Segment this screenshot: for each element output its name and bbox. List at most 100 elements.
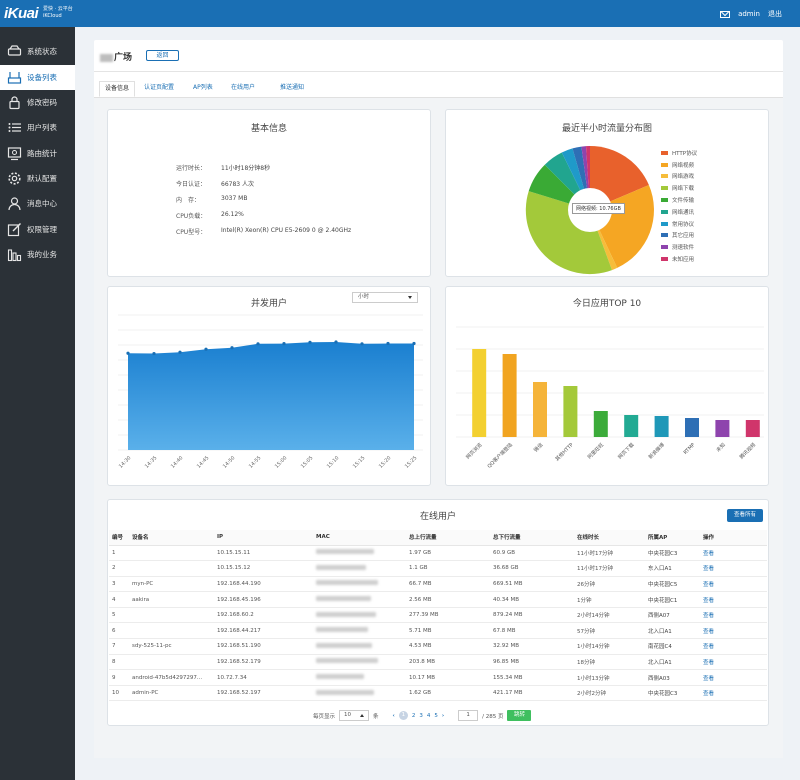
data-point[interactable]	[126, 351, 130, 355]
sidebar-item-label: 消息中心	[27, 199, 57, 208]
sidebar-item-monitor[interactable]: 路由统计	[0, 141, 75, 166]
data-point[interactable]	[204, 347, 208, 351]
cell-mac	[313, 638, 406, 655]
sidebar-item-gear[interactable]: 默认配置	[0, 166, 75, 191]
tab-online-users[interactable]: 在线用户	[231, 84, 256, 91]
router-status-icon	[6, 44, 22, 60]
sidebar-item-list[interactable]: 用户列表	[0, 115, 75, 140]
legend-item[interactable]: 网络游戏	[661, 171, 697, 183]
view-link[interactable]: 查看	[700, 622, 767, 640]
col-down: 总下行流量	[490, 530, 574, 546]
data-point[interactable]	[412, 341, 416, 346]
bar[interactable]	[654, 416, 669, 437]
table-row: 10 admin-PC 192.168.52.197 1.62 GB 421.17 MB…	[109, 685, 767, 702]
legend-label: HTTP协议	[672, 150, 698, 157]
bar[interactable]	[715, 420, 730, 437]
cell-mac	[313, 591, 406, 608]
traffic-legend: HTTP协议网络视频 网络游戏 网络下载 文件传输 网络通讯 常用协议 其它应用 测速软件未知…	[661, 147, 697, 265]
tab-auth-page-config[interactable]: 认证页配置	[144, 84, 175, 91]
tab-device-info[interactable]: 设备信息	[99, 81, 136, 97]
view-link[interactable]: 查看	[700, 638, 767, 655]
data-point[interactable]	[360, 342, 364, 346]
cell-down: 40.34 MB	[490, 591, 574, 608]
per-page-select[interactable]: 10	[339, 710, 370, 721]
sidebar-item-label: 设备列表	[27, 73, 57, 82]
sidebar-item-edit[interactable]: 权限管理	[0, 217, 75, 242]
prev-page-icon[interactable]: ‹	[392, 712, 395, 719]
legend-item[interactable]: 测速软件	[661, 241, 697, 253]
sidebar-item-device-list[interactable]: 设备列表	[0, 65, 75, 90]
legend-item[interactable]: 其它应用	[661, 230, 697, 242]
logout-link[interactable]: 退出	[768, 10, 782, 18]
sidebar-item-router-status[interactable]: 系统状态	[0, 39, 75, 64]
x-tick-label: 14:35	[144, 455, 158, 469]
cell-device	[129, 545, 214, 562]
view-link[interactable]: 查看	[700, 545, 767, 562]
bar[interactable]	[502, 354, 517, 437]
view-link[interactable]: 查看	[700, 607, 767, 624]
legend-label: 未知应用	[672, 257, 695, 264]
cell-no: 7	[109, 638, 129, 655]
go-button[interactable]: 跳转	[507, 710, 532, 721]
bar[interactable]	[685, 418, 699, 437]
legend-item[interactable]: 网络下载	[661, 182, 697, 194]
data-point[interactable]	[308, 340, 312, 344]
legend-item[interactable]: 网络通讯	[661, 206, 697, 218]
view-all-button[interactable]: 查看所有	[727, 509, 763, 522]
data-point[interactable]	[282, 342, 286, 346]
legend-item[interactable]: 网络视频	[661, 159, 697, 171]
username[interactable]: admin	[738, 10, 760, 18]
bar[interactable]	[533, 382, 547, 437]
bar[interactable]	[563, 386, 578, 437]
view-link[interactable]: 查看	[700, 560, 767, 577]
page-3[interactable]: 3	[419, 712, 423, 719]
legend-item[interactable]: 未知应用	[661, 253, 697, 265]
sidebar-item-label: 修改密码	[27, 98, 57, 107]
page-2[interactable]: 2	[411, 712, 416, 719]
data-point[interactable]	[178, 350, 182, 354]
data-point[interactable]	[334, 340, 338, 344]
time-range-select[interactable]: 小时	[352, 292, 418, 303]
data-point[interactable]	[152, 351, 156, 356]
legend-item[interactable]: 文件传输	[661, 194, 697, 206]
view-link[interactable]: 查看	[700, 685, 767, 702]
mail-icon[interactable]	[720, 10, 731, 18]
bar[interactable]	[472, 349, 487, 437]
info-value: 11小时18分钟8秒	[221, 165, 271, 172]
legend-item[interactable]: 常用协议	[661, 218, 697, 230]
sidebar-item-user[interactable]: 消息中心	[0, 191, 75, 216]
x-tick-label: 阿里旺旺	[586, 441, 605, 460]
view-link[interactable]: 查看	[700, 576, 767, 593]
view-link[interactable]: 查看	[700, 591, 767, 608]
tab-push-notify[interactable]: 推送通知	[280, 84, 305, 91]
bar[interactable]	[745, 420, 760, 437]
page-input[interactable]: 1	[458, 710, 479, 721]
data-point[interactable]	[256, 342, 260, 346]
cell-duration: 18分钟	[574, 654, 645, 671]
sidebar-item-lock[interactable]: 修改密码	[0, 90, 75, 115]
pie-tooltip: 网络视频: 10.76GB	[572, 203, 625, 214]
view-link[interactable]: 查看	[700, 654, 767, 671]
sidebar-item-bar-chart[interactable]: 我的业务	[0, 242, 75, 267]
view-link[interactable]: 查看	[700, 669, 767, 686]
page-4[interactable]: 4	[426, 712, 431, 719]
cell-mac	[313, 622, 406, 640]
cell-mac	[313, 685, 406, 702]
page-5[interactable]: 5	[434, 712, 438, 719]
cell-device	[129, 560, 214, 577]
table-header-row: 编号 设备名 IP MAC 总上行流量 总下行流量 在线时长 所属AP 操作	[109, 530, 767, 546]
bar[interactable]	[624, 415, 639, 437]
legend-item[interactable]: HTTP协议	[661, 147, 697, 159]
page-1[interactable]: 1	[398, 711, 408, 720]
data-point[interactable]	[230, 346, 234, 350]
lock-icon	[6, 95, 22, 111]
cell-mac	[313, 560, 406, 577]
bar[interactable]	[593, 411, 608, 437]
sidebar-item-label: 默认配置	[27, 174, 57, 183]
next-page-icon[interactable]: ›	[441, 712, 445, 719]
cell-ip: 192.168.52.179	[214, 654, 313, 671]
data-point[interactable]	[386, 341, 390, 346]
tab-ap-list[interactable]: AP列表	[193, 84, 213, 91]
x-tick-label: 腾讯视频	[738, 441, 757, 460]
return-button[interactable]: 返回	[146, 50, 179, 61]
